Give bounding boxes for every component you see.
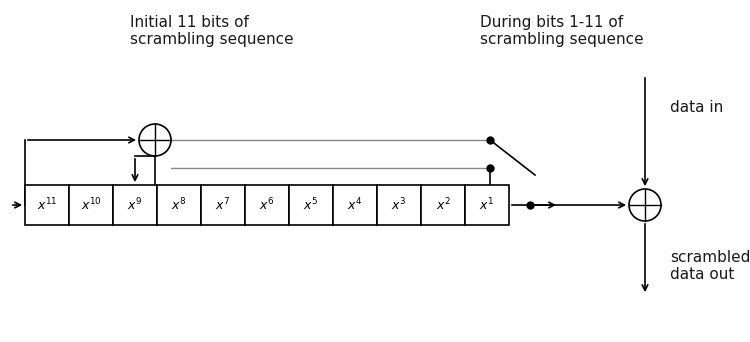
- Text: data in: data in: [670, 100, 723, 115]
- Bar: [113, 185, 157, 225]
- Text: $x^{5}$: $x^{5}$: [304, 197, 319, 213]
- Bar: [69, 185, 113, 225]
- Bar: [421, 185, 465, 225]
- Text: scrambled
data out: scrambled data out: [670, 250, 750, 282]
- Bar: [465, 185, 509, 225]
- Text: $x^{9}$: $x^{9}$: [128, 197, 142, 213]
- Bar: [245, 185, 289, 225]
- Bar: [289, 185, 333, 225]
- Text: Initial 11 bits of
scrambling sequence: Initial 11 bits of scrambling sequence: [130, 15, 294, 48]
- Text: $x^{8}$: $x^{8}$: [171, 197, 187, 213]
- Text: $x^{6}$: $x^{6}$: [260, 197, 274, 213]
- Bar: [333, 185, 377, 225]
- Text: $x^{1}$: $x^{1}$: [479, 197, 494, 213]
- Text: $x^{11}$: $x^{11}$: [37, 197, 57, 213]
- Text: $x^{10}$: $x^{10}$: [80, 197, 101, 213]
- Bar: [25, 185, 69, 225]
- Text: During bits 1-11 of
scrambling sequence: During bits 1-11 of scrambling sequence: [480, 15, 644, 48]
- Text: $x^{2}$: $x^{2}$: [436, 197, 451, 213]
- Bar: [201, 185, 245, 225]
- Text: $x^{4}$: $x^{4}$: [347, 197, 363, 213]
- Text: $x^{3}$: $x^{3}$: [392, 197, 406, 213]
- Bar: [377, 185, 421, 225]
- Bar: [157, 185, 201, 225]
- Text: $x^{7}$: $x^{7}$: [215, 197, 230, 213]
